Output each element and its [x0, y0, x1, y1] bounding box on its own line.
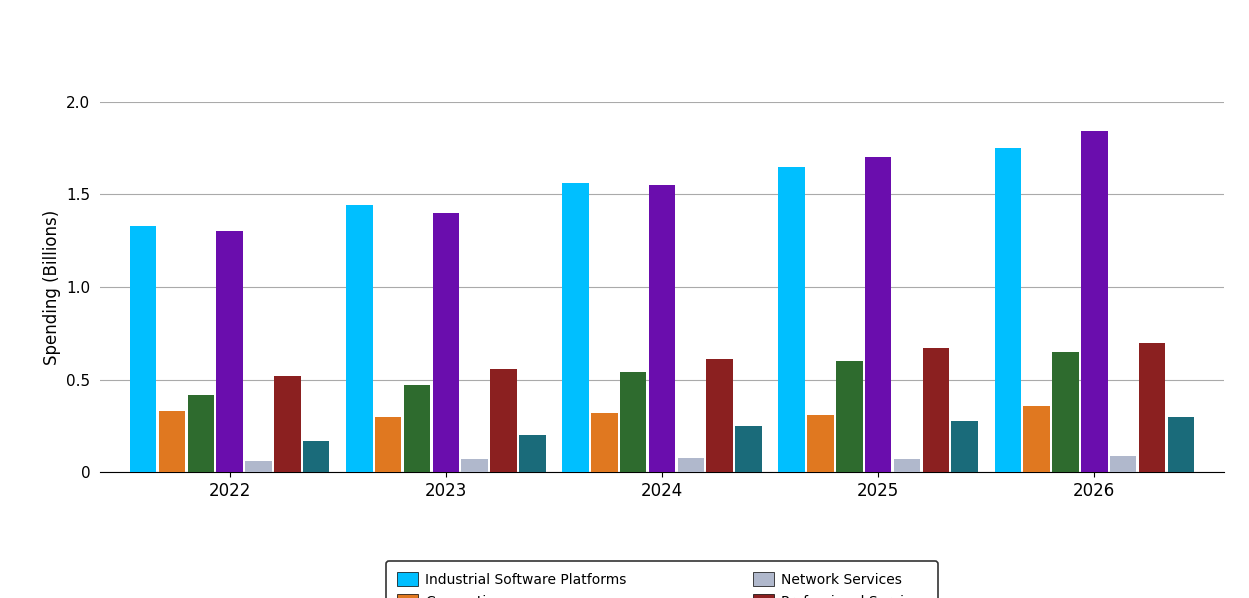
Text: Chart 1:: Chart 1: [12, 18, 94, 36]
Bar [1110, 456, 1137, 472]
Bar [1082, 132, 1108, 472]
Bar [677, 457, 704, 472]
Bar [1139, 343, 1165, 472]
Bar [736, 426, 762, 472]
Bar [923, 348, 949, 472]
Bar [403, 385, 430, 472]
Bar [994, 148, 1022, 472]
Bar [707, 359, 733, 472]
Bar [1168, 417, 1194, 472]
Bar [520, 435, 546, 472]
Text: Chemical Industry Digitalization Spending by Type: Chemical Industry Digitalization Spendin… [125, 12, 634, 30]
Bar [159, 411, 185, 472]
Bar [778, 167, 804, 472]
Bar [274, 376, 301, 472]
Bar [130, 226, 156, 472]
Bar [562, 183, 588, 472]
Bar [490, 368, 517, 472]
Bar [375, 417, 401, 472]
Y-axis label: Spending (Billions): Spending (Billions) [42, 209, 60, 365]
Bar [894, 459, 921, 472]
Bar [807, 415, 834, 472]
Bar [620, 373, 647, 472]
Bar [187, 395, 214, 472]
Bar [1052, 352, 1079, 472]
Bar [461, 459, 488, 472]
Bar [432, 213, 460, 472]
Bar [245, 461, 272, 472]
Bar [864, 157, 892, 472]
Text: World Markets: 2022 to 2026: World Markets: 2022 to 2026 [125, 56, 418, 74]
Legend: Industrial Software Platforms, Connections, Data and Analytic Services, Device a: Industrial Software Platforms, Connectio… [386, 561, 938, 598]
Bar [648, 185, 676, 472]
Text: (Source: ABI Research): (Source: ABI Research) [1077, 58, 1237, 72]
Bar [302, 441, 330, 472]
Bar [952, 420, 978, 472]
Bar [346, 206, 372, 472]
Bar [591, 413, 617, 472]
Bar [1023, 405, 1050, 472]
Bar [216, 231, 242, 472]
Bar [836, 361, 863, 472]
